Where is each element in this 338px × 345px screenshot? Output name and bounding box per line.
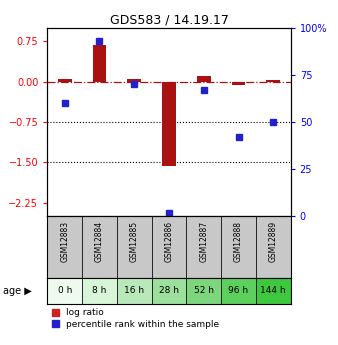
Bar xyxy=(186,216,221,278)
Text: age ▶: age ▶ xyxy=(3,286,32,296)
Bar xyxy=(221,278,256,304)
Text: GSM12886: GSM12886 xyxy=(165,221,173,262)
Legend: log ratio, percentile rank within the sample: log ratio, percentile rank within the sa… xyxy=(52,308,219,328)
Bar xyxy=(93,45,106,81)
Bar xyxy=(197,76,211,81)
Bar xyxy=(221,216,256,278)
Bar xyxy=(162,81,176,166)
Text: GSM12887: GSM12887 xyxy=(199,221,208,262)
Bar xyxy=(47,278,82,304)
Text: 16 h: 16 h xyxy=(124,286,144,295)
Text: 96 h: 96 h xyxy=(228,286,248,295)
Text: 28 h: 28 h xyxy=(159,286,179,295)
Text: 144 h: 144 h xyxy=(261,286,286,295)
Bar xyxy=(152,278,186,304)
Bar xyxy=(186,278,221,304)
Text: 0 h: 0 h xyxy=(57,286,72,295)
Bar xyxy=(266,80,280,81)
Text: 52 h: 52 h xyxy=(194,286,214,295)
Text: 8 h: 8 h xyxy=(92,286,107,295)
Bar xyxy=(256,216,291,278)
Bar xyxy=(82,216,117,278)
Title: GDS583 / 14.19.17: GDS583 / 14.19.17 xyxy=(110,13,228,27)
Bar xyxy=(117,278,152,304)
Bar xyxy=(82,278,117,304)
Text: GSM12885: GSM12885 xyxy=(130,221,139,262)
Text: GSM12889: GSM12889 xyxy=(269,221,278,262)
Bar xyxy=(47,216,82,278)
Text: GSM12884: GSM12884 xyxy=(95,221,104,262)
Bar xyxy=(117,216,152,278)
Bar xyxy=(232,81,245,85)
Bar xyxy=(152,216,186,278)
Bar xyxy=(256,278,291,304)
Bar xyxy=(127,79,141,81)
Text: GSM12888: GSM12888 xyxy=(234,221,243,262)
Bar xyxy=(58,79,72,81)
Text: GSM12883: GSM12883 xyxy=(60,221,69,262)
